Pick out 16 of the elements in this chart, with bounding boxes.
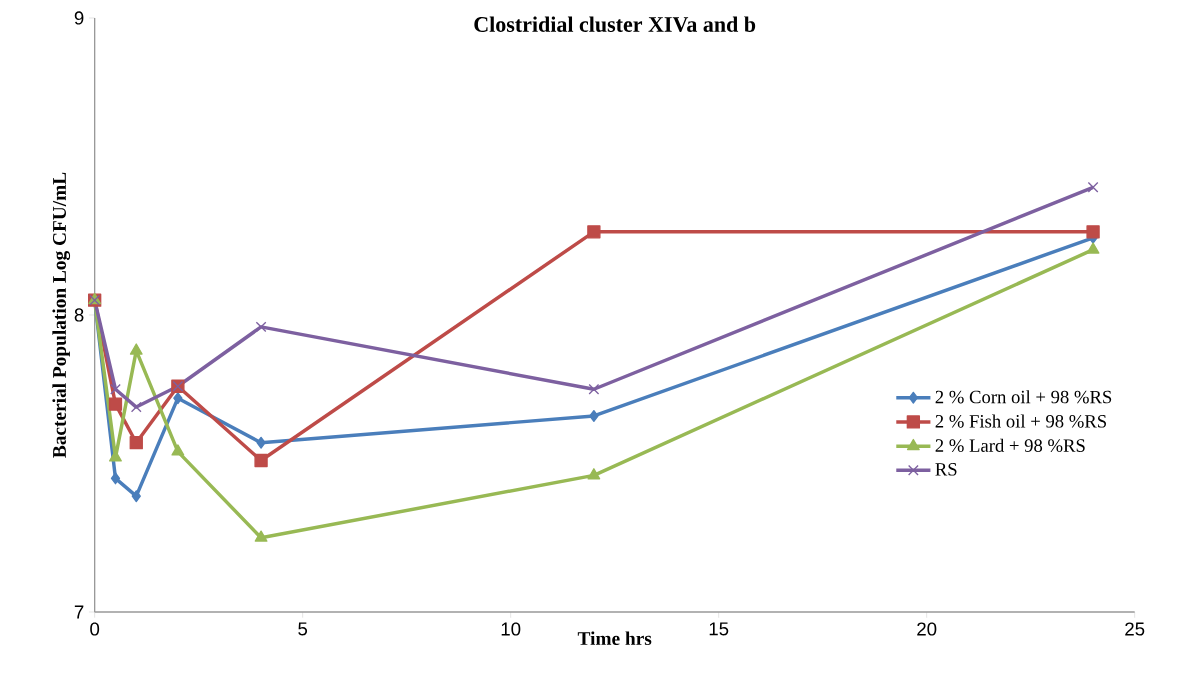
legend-label: 2 % Fish oil + 98 %RS [935, 414, 1106, 428]
x-tick-label: 5 [298, 622, 308, 636]
legend-label: 2 % Corn oil + 98 %RS [935, 390, 1112, 404]
x-axis-title: Time hrs [577, 631, 652, 646]
legend-label: RS [935, 463, 957, 476]
legend-label: 2 % Lard + 98 %RS [935, 438, 1085, 452]
y-axis-title: Bacterial Population Log CFU/mL [52, 172, 71, 458]
x-tick-label: 20 [917, 622, 937, 636]
x-tick-label: 15 [709, 622, 729, 636]
x-tick-label: 25 [1125, 622, 1145, 636]
y-tick-label: 7 [74, 605, 84, 619]
y-tick-label: 8 [74, 308, 84, 322]
x-tick-label: 0 [90, 622, 100, 636]
chart-title: Clostridial cluster XIVa and b [474, 16, 756, 33]
y-tick-label: 9 [74, 11, 84, 25]
x-tick-label: 10 [501, 622, 521, 636]
